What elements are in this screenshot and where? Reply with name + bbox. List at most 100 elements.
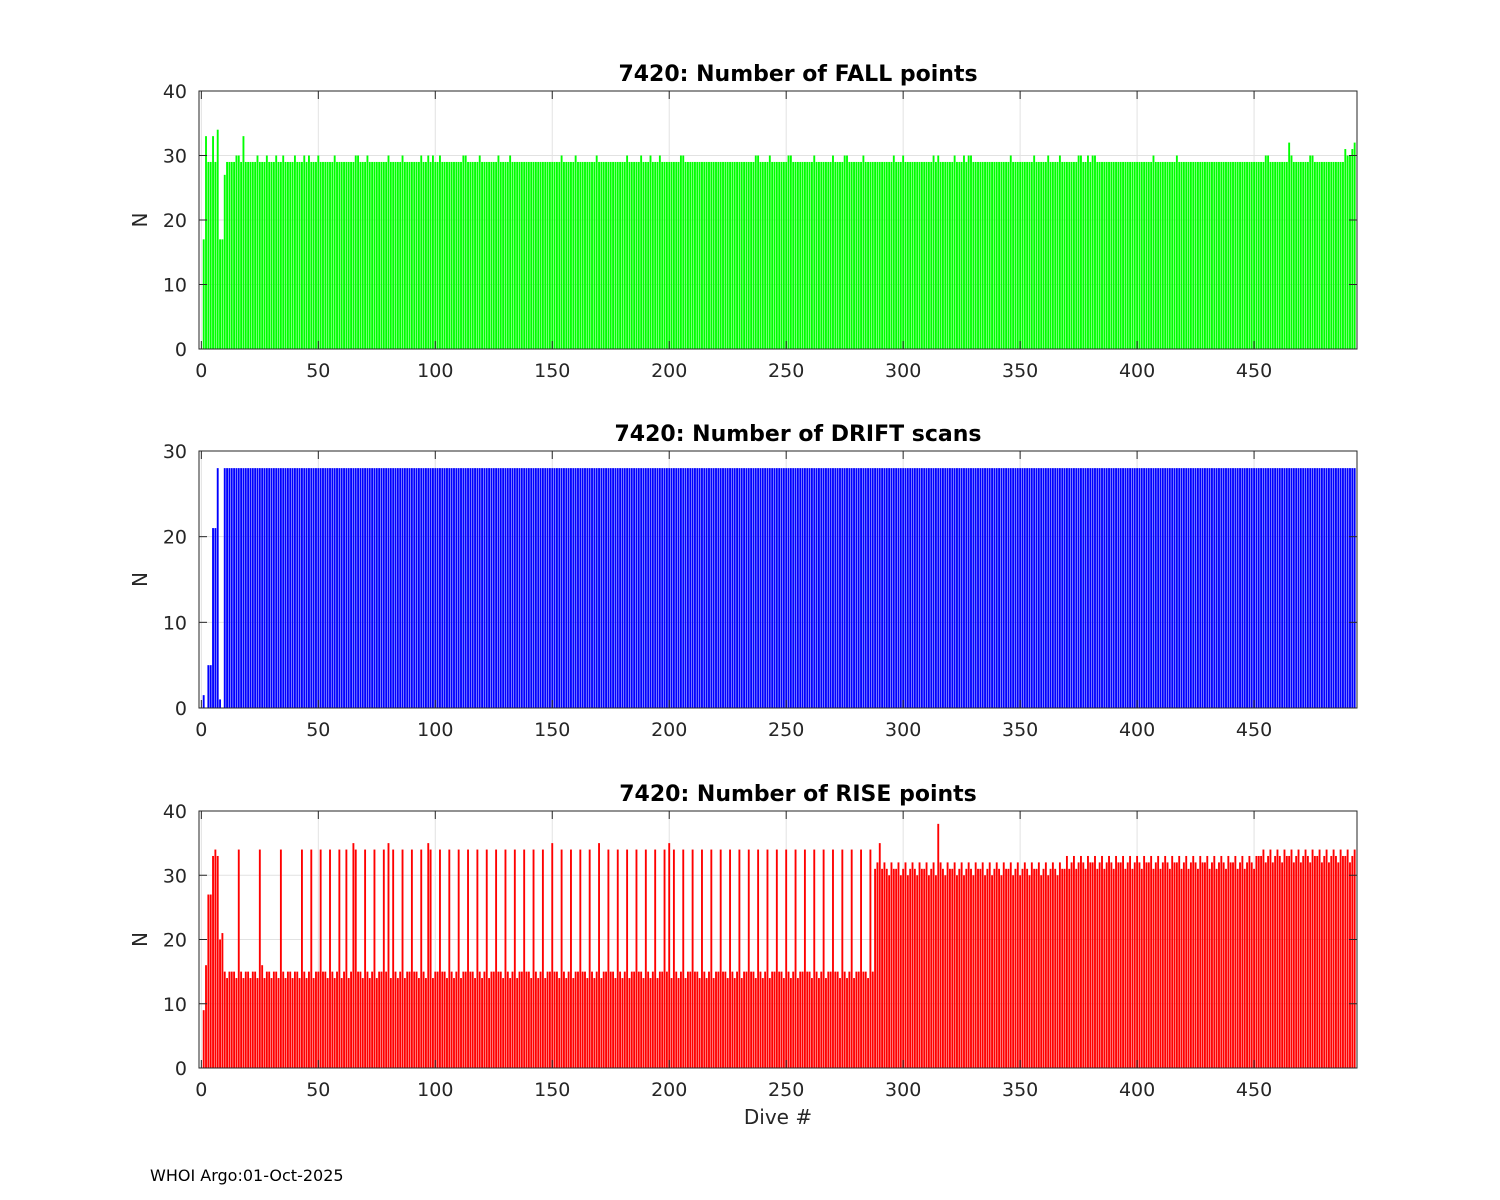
bar xyxy=(1049,161,1052,349)
bar xyxy=(1211,862,1213,1068)
bar xyxy=(698,978,701,1068)
bar xyxy=(745,161,748,349)
bar xyxy=(525,161,528,349)
bar xyxy=(1072,468,1075,708)
bar xyxy=(591,971,593,1068)
bar xyxy=(1002,161,1005,349)
bar xyxy=(1122,161,1124,349)
bar xyxy=(717,971,720,1068)
bar xyxy=(1337,862,1340,1068)
bar xyxy=(600,161,603,349)
bar xyxy=(682,849,685,1068)
bar xyxy=(988,862,991,1068)
bar xyxy=(518,468,521,708)
bar xyxy=(563,468,565,708)
bar xyxy=(1255,161,1258,349)
bar xyxy=(808,161,811,349)
x-tick-label: 50 xyxy=(306,719,330,741)
bar xyxy=(862,971,865,1068)
bar xyxy=(595,155,598,349)
bar xyxy=(1292,862,1295,1068)
bar xyxy=(504,468,507,708)
bar xyxy=(284,161,287,349)
bar xyxy=(867,161,870,349)
bar xyxy=(1304,849,1307,1068)
bar xyxy=(1094,855,1096,1068)
bar xyxy=(541,468,544,708)
bar xyxy=(684,978,687,1068)
bar xyxy=(1234,468,1237,708)
bar xyxy=(1243,468,1246,708)
bar xyxy=(1115,855,1117,1068)
bar xyxy=(724,971,727,1068)
bar xyxy=(513,849,516,1068)
bar xyxy=(1075,868,1078,1068)
bar xyxy=(698,468,701,708)
bar xyxy=(291,978,294,1068)
bar xyxy=(1332,849,1335,1068)
bar xyxy=(1281,161,1284,349)
bar xyxy=(621,978,624,1068)
bar xyxy=(787,468,790,708)
bar xyxy=(1014,468,1017,708)
bar xyxy=(1019,875,1022,1068)
bar xyxy=(343,971,345,1068)
bar xyxy=(605,161,607,349)
bar xyxy=(1353,142,1356,349)
bar xyxy=(275,155,278,349)
bar xyxy=(813,468,816,708)
bar xyxy=(1206,161,1209,349)
x-tick-label: 0 xyxy=(195,719,207,741)
bar xyxy=(350,161,352,349)
bar xyxy=(974,468,977,708)
bar xyxy=(593,161,596,349)
bar xyxy=(212,528,214,708)
bar xyxy=(254,468,257,708)
bar xyxy=(1215,868,1218,1068)
bar xyxy=(1136,161,1139,349)
bar xyxy=(1105,862,1108,1068)
x-tick-label: 250 xyxy=(768,1079,804,1101)
bar xyxy=(715,161,717,349)
bar xyxy=(848,971,851,1068)
bar xyxy=(1119,862,1122,1068)
bar xyxy=(357,155,360,349)
bar xyxy=(1040,468,1043,708)
bar xyxy=(740,468,743,708)
bar xyxy=(899,875,902,1068)
bar xyxy=(1063,161,1066,349)
bar xyxy=(892,155,895,349)
bar xyxy=(539,161,542,349)
bar xyxy=(326,468,329,708)
bar xyxy=(548,161,551,349)
bar xyxy=(1023,862,1026,1068)
bar xyxy=(1105,468,1108,708)
bar xyxy=(789,468,792,708)
bar xyxy=(249,161,252,349)
bar xyxy=(761,978,764,1068)
y-tick-label: 10 xyxy=(163,612,187,634)
bar xyxy=(1119,161,1122,349)
bar xyxy=(539,468,542,708)
bar xyxy=(911,161,914,349)
bar xyxy=(1021,868,1024,1068)
bar xyxy=(729,161,731,349)
bar xyxy=(637,468,640,708)
bar xyxy=(1164,855,1167,1068)
bar xyxy=(930,468,933,708)
bar xyxy=(553,971,556,1068)
bar xyxy=(333,468,336,708)
bar xyxy=(497,971,500,1068)
bar xyxy=(1087,468,1089,708)
bar xyxy=(1311,849,1314,1068)
bar xyxy=(1072,855,1075,1068)
bar xyxy=(247,161,250,349)
bar xyxy=(506,161,509,349)
bar xyxy=(939,862,942,1068)
bar xyxy=(237,468,240,708)
bar xyxy=(1234,161,1237,349)
bar xyxy=(205,136,207,349)
bar xyxy=(920,868,923,1068)
bar xyxy=(712,978,715,1068)
bar xyxy=(796,978,799,1068)
